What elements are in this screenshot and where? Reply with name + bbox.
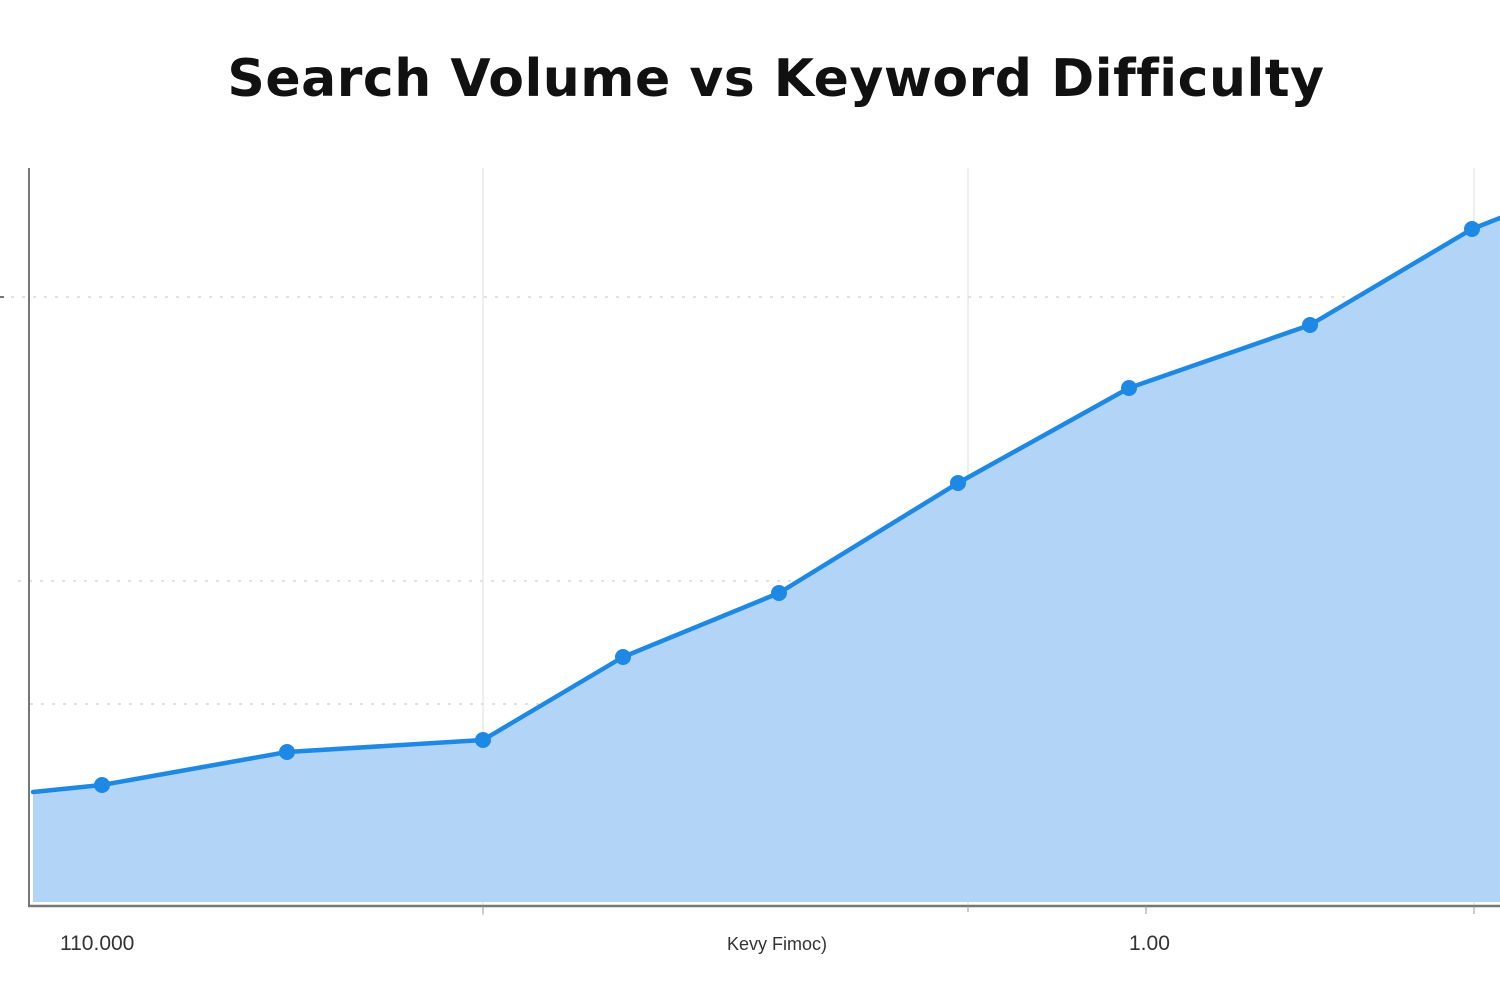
data-point-marker [615, 649, 631, 665]
data-point-marker [1464, 221, 1480, 237]
chart-title: Search Volume vs Keyword Difficulty [227, 49, 1325, 109]
data-point-marker [475, 732, 491, 748]
x-tick-label: 1.00 [1129, 932, 1170, 955]
x-axis-title: Kevy Fimoc) [727, 934, 828, 954]
data-point-marker [950, 475, 966, 491]
data-points [94, 221, 1480, 793]
data-point-marker [1302, 317, 1318, 333]
axes [0, 168, 1500, 914]
data-point-marker [771, 585, 787, 601]
data-point-marker [94, 777, 110, 793]
x-tick-label: 110.000 [60, 932, 135, 955]
area-fill [33, 218, 1500, 902]
data-point-marker [1121, 380, 1137, 396]
data-point-marker [279, 744, 295, 760]
